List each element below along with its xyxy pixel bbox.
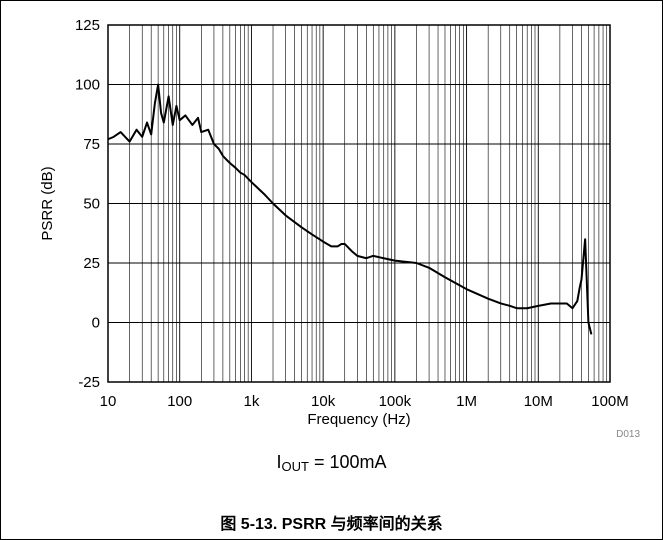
series-layer <box>107 83 593 335</box>
x-tick-label: 100 <box>167 393 192 410</box>
y-tick-label: 50 <box>83 196 100 213</box>
x-tick-label: 10k <box>311 393 336 410</box>
x-tick-label: 10M <box>524 393 553 410</box>
y-tick-label: 25 <box>83 255 100 272</box>
condition-value: = 100mA <box>308 452 387 472</box>
psrr-chart: 10 100 1k 10k 100k 1M 10M 100M -25 0 25 50 75 100 125… <box>39 17 640 440</box>
condition-prefix: I <box>276 452 282 472</box>
y-tick-label: 100 <box>75 77 100 94</box>
x-tick-labels: 10 100 1k 10k 100k 1M 10M 100M <box>100 393 629 410</box>
major-grid <box>107 24 611 383</box>
y-tick-labels: -25 0 25 50 75 100 125 <box>75 17 100 391</box>
y-tick-label: 75 <box>83 136 100 153</box>
x-axis-label: Frequency (Hz) <box>307 411 410 428</box>
plot-border <box>107 24 611 383</box>
x-tick-label: 100k <box>379 393 412 410</box>
y-tick-label: -25 <box>78 374 100 391</box>
figure-caption: 图 5-13. PSRR 与频率间的关系 <box>220 516 443 533</box>
x-tick-label: 10 <box>100 393 117 410</box>
x-tick-label: 1M <box>456 393 477 410</box>
y-axis-label: PSRR (dB) <box>39 166 56 240</box>
x-tick-label: 100M <box>591 393 629 410</box>
test-condition: IOUT = 100mA <box>0 452 663 474</box>
figure-code: D013 <box>616 429 640 440</box>
y-tick-label: 0 <box>92 315 100 332</box>
psrr-curve <box>107 83 593 335</box>
x-tick-label: 1k <box>244 393 260 410</box>
y-tick-label: 125 <box>75 17 100 34</box>
condition-subscript: OUT <box>281 459 309 474</box>
